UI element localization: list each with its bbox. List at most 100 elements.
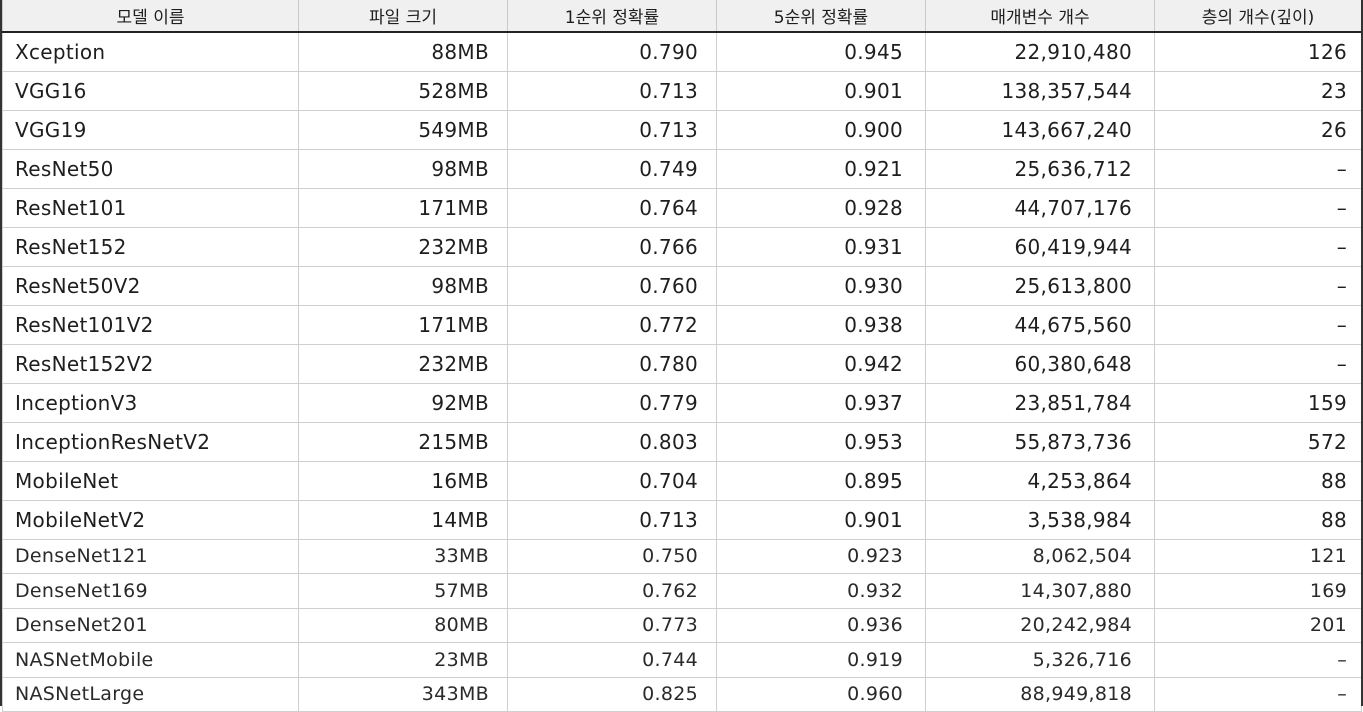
model-name-cell: DenseNet201 bbox=[2, 607, 299, 643]
depth-cell: 88 bbox=[1154, 460, 1362, 501]
model-name-cell: NASNetMobile bbox=[2, 642, 299, 678]
top5-accuracy-cell: 0.928 bbox=[716, 187, 926, 228]
model-name-cell: DenseNet121 bbox=[2, 538, 299, 574]
file-size-cell: 528MB bbox=[298, 70, 508, 111]
table-row: VGG16 528MB 0.713 0.901 138,357,544 23 bbox=[2, 70, 1362, 111]
top1-accuracy-cell: 0.713 bbox=[507, 70, 717, 111]
top5-accuracy-cell: 0.942 bbox=[716, 343, 926, 384]
model-name-cell: VGG19 bbox=[2, 109, 299, 150]
parameter-count-cell: 143,667,240 bbox=[925, 109, 1155, 150]
top1-accuracy-cell: 0.780 bbox=[507, 343, 717, 384]
top5-accuracy-cell: 0.931 bbox=[716, 226, 926, 267]
top5-accuracy-cell: 0.930 bbox=[716, 265, 926, 306]
parameter-count-cell: 60,380,648 bbox=[925, 343, 1155, 384]
table-row: InceptionV3 92MB 0.779 0.937 23,851,784 159 bbox=[2, 382, 1362, 423]
model-name-cell: VGG16 bbox=[2, 70, 299, 111]
table-row: DenseNet201 80MB 0.773 0.936 20,242,984 201 bbox=[2, 607, 1362, 643]
file-size-cell: 23MB bbox=[298, 642, 508, 678]
left-border bbox=[0, 0, 2, 706]
file-size-cell: 343MB bbox=[298, 676, 508, 712]
table-body: Xception 88MB 0.790 0.945 22,910,480 126 VGG16… bbox=[2, 31, 1362, 712]
depth-cell: – bbox=[1154, 265, 1362, 306]
top5-accuracy-cell: 0.953 bbox=[716, 421, 926, 462]
file-size-cell: 98MB bbox=[298, 265, 508, 306]
top1-accuracy-cell: 0.764 bbox=[507, 187, 717, 228]
model-name-cell: DenseNet169 bbox=[2, 573, 299, 609]
depth-cell: – bbox=[1154, 148, 1362, 189]
table-row: ResNet101 171MB 0.764 0.928 44,707,176– bbox=[2, 187, 1362, 228]
parameter-count-cell: 22,910,480 bbox=[925, 31, 1155, 72]
model-name-cell: NASNetLarge bbox=[2, 676, 299, 712]
top1-accuracy-cell: 0.713 bbox=[507, 499, 717, 540]
depth-cell: – bbox=[1154, 343, 1362, 384]
model-name-cell: ResNet152V2 bbox=[2, 343, 299, 384]
model-name-cell: ResNet50 bbox=[2, 148, 299, 189]
top1-accuracy-cell: 0.766 bbox=[507, 226, 717, 267]
model-name-cell: MobileNet bbox=[2, 460, 299, 501]
parameter-count-cell: 4,253,864 bbox=[925, 460, 1155, 501]
depth-cell: – bbox=[1154, 226, 1362, 267]
parameter-count-cell: 55,873,736 bbox=[925, 421, 1155, 462]
model-name-cell: InceptionV3 bbox=[2, 382, 299, 423]
table-row: ResNet152V2 232MB 0.780 0.942 60,380,648– bbox=[2, 343, 1362, 384]
top1-accuracy-cell: 0.825 bbox=[507, 676, 717, 712]
top5-accuracy-cell: 0.960 bbox=[716, 676, 926, 712]
header-depth: 층의 개수(깊이) bbox=[1154, 0, 1362, 33]
file-size-cell: 98MB bbox=[298, 148, 508, 189]
top1-accuracy-cell: 0.760 bbox=[507, 265, 717, 306]
depth-cell: 201 bbox=[1154, 607, 1362, 643]
header-model-name: 모델 이름 bbox=[2, 0, 299, 33]
depth-cell: 88 bbox=[1154, 499, 1362, 540]
table-row: VGG19 549MB 0.713 0.900 143,667,240 26 bbox=[2, 109, 1362, 150]
table-row: DenseNet169 57MB 0.762 0.932 14,307,880 169 bbox=[2, 573, 1362, 609]
file-size-cell: 80MB bbox=[298, 607, 508, 643]
depth-cell: 159 bbox=[1154, 382, 1362, 423]
parameter-count-cell: 25,613,800 bbox=[925, 265, 1155, 306]
file-size-cell: 171MB bbox=[298, 187, 508, 228]
top5-accuracy-cell: 0.895 bbox=[716, 460, 926, 501]
header-top1-accuracy: 1순위 정확률 bbox=[507, 0, 717, 33]
parameter-count-cell: 8,062,504 bbox=[925, 538, 1155, 574]
file-size-cell: 88MB bbox=[298, 31, 508, 72]
parameter-count-cell: 3,538,984 bbox=[925, 499, 1155, 540]
parameter-count-cell: 20,242,984 bbox=[925, 607, 1155, 643]
file-size-cell: 232MB bbox=[298, 226, 508, 267]
parameter-count-cell: 14,307,880 bbox=[925, 573, 1155, 609]
header-file-size: 파일 크기 bbox=[298, 0, 508, 33]
parameter-count-cell: 23,851,784 bbox=[925, 382, 1155, 423]
top5-accuracy-cell: 0.938 bbox=[716, 304, 926, 345]
top1-accuracy-cell: 0.744 bbox=[507, 642, 717, 678]
file-size-cell: 215MB bbox=[298, 421, 508, 462]
depth-cell: 169 bbox=[1154, 573, 1362, 609]
file-size-cell: 171MB bbox=[298, 304, 508, 345]
file-size-cell: 14MB bbox=[298, 499, 508, 540]
top5-accuracy-cell: 0.923 bbox=[716, 538, 926, 574]
file-size-cell: 57MB bbox=[298, 573, 508, 609]
file-size-cell: 92MB bbox=[298, 382, 508, 423]
model-name-cell: InceptionResNetV2 bbox=[2, 421, 299, 462]
table-row: MobileNetV2 14MB 0.713 0.901 3,538,984 88 bbox=[2, 499, 1362, 540]
top1-accuracy-cell: 0.713 bbox=[507, 109, 717, 150]
file-size-cell: 33MB bbox=[298, 538, 508, 574]
top5-accuracy-cell: 0.900 bbox=[716, 109, 926, 150]
top1-accuracy-cell: 0.790 bbox=[507, 31, 717, 72]
table-row: MobileNet 16MB 0.704 0.895 4,253,864 88 bbox=[2, 460, 1362, 501]
model-name-cell: ResNet50V2 bbox=[2, 265, 299, 306]
header-row: 모델 이름 파일 크기 1순위 정확률 5순위 정확률 매개변수 개수 층의 개… bbox=[2, 0, 1362, 33]
table-row: InceptionResNetV2 215MB 0.803 0.953 55,873,7… bbox=[2, 421, 1362, 462]
model-name-cell: ResNet101 bbox=[2, 187, 299, 228]
depth-cell: – bbox=[1154, 642, 1362, 678]
file-size-cell: 16MB bbox=[298, 460, 508, 501]
top1-accuracy-cell: 0.772 bbox=[507, 304, 717, 345]
top1-accuracy-cell: 0.803 bbox=[507, 421, 717, 462]
top1-accuracy-cell: 0.773 bbox=[507, 607, 717, 643]
top1-accuracy-cell: 0.750 bbox=[507, 538, 717, 574]
model-name-cell: ResNet152 bbox=[2, 226, 299, 267]
table-row: NASNetLarge 343MB 0.825 0.960 88,949,818– bbox=[2, 676, 1362, 712]
top5-accuracy-cell: 0.901 bbox=[716, 70, 926, 111]
model-name-cell: MobileNetV2 bbox=[2, 499, 299, 540]
depth-cell: 126 bbox=[1154, 31, 1362, 72]
depth-cell: 572 bbox=[1154, 421, 1362, 462]
